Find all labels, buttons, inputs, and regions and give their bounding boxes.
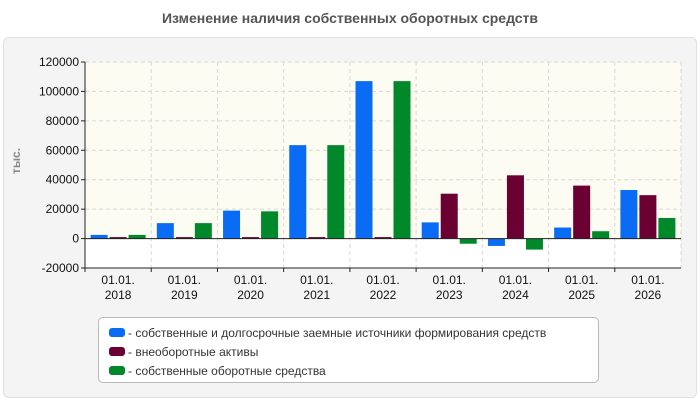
legend-label: - собственные и долгосрочные заемные ист… [128, 325, 547, 340]
y-tick-label: 60000 [46, 143, 80, 157]
x-tick-label: 01.01. [300, 273, 333, 287]
legend-label: - внеоборотные активы [128, 344, 259, 359]
bar-series1-01012021 [289, 145, 307, 239]
y-tick-label: 100000 [39, 84, 79, 98]
bar-series3-01012024 [525, 238, 543, 250]
bar-series2-01012021 [308, 237, 326, 239]
x-tick-label: 01.01. [631, 273, 664, 287]
x-tick-label: 01.01. [499, 273, 532, 287]
y-tick-label: 0 [72, 232, 79, 246]
legend-swatch [109, 347, 125, 356]
bar-series3-01012023 [459, 238, 477, 244]
bar-series3-01012021 [327, 145, 345, 239]
x-tick-label: 01.01. [366, 273, 399, 287]
x-tick-label: 01.01. [433, 273, 466, 287]
bar-series2-01012022 [374, 237, 392, 239]
bar-series1-01012023 [421, 222, 439, 239]
chart-legend: - собственные и долгосрочные заемные ист… [98, 317, 599, 383]
x-tick-label: 2020 [237, 288, 264, 302]
bar-series1-01012024 [487, 238, 505, 246]
y-tick-label: 20000 [46, 202, 80, 216]
x-tick-label: 01.01. [234, 273, 267, 287]
bar-series3-01012020 [261, 211, 279, 239]
bar-series2-01012019 [175, 237, 193, 239]
x-tick-label: 2023 [436, 288, 463, 302]
bar-series3-01012025 [592, 231, 610, 239]
bar-series2-01012024 [506, 175, 524, 239]
bar-series3-01012019 [194, 223, 212, 239]
bar-series2-01012025 [573, 185, 591, 239]
bar-series2-01012018 [109, 237, 127, 239]
legend-swatch [109, 366, 125, 375]
bar-series3-01012022 [393, 81, 411, 239]
x-tick-label: 2019 [171, 288, 198, 302]
x-tick-label: 2024 [502, 288, 529, 302]
bar-series2-01012023 [440, 193, 458, 239]
legend-label: - собственные оборотные средства [128, 363, 326, 378]
y-tick-label: 80000 [46, 114, 80, 128]
x-tick-label: 2018 [105, 288, 132, 302]
chart-title: Изменение наличия собственных оборотных … [161, 10, 539, 26]
legend-item-3: - собственные оборотные средства [109, 361, 598, 380]
x-tick-label: 2026 [635, 288, 662, 302]
x-tick-label: 01.01. [565, 273, 598, 287]
x-tick-label: 01.01. [168, 273, 201, 287]
bar-series2-01012026 [639, 195, 657, 239]
bar-series1-01012018 [90, 234, 108, 239]
y-tick-label: 40000 [46, 173, 80, 187]
bar-series1-01012022 [355, 81, 373, 239]
legend-swatch [109, 328, 125, 337]
bar-series1-01012026 [620, 190, 638, 239]
bar-series1-01012019 [156, 223, 174, 239]
bar-series3-01012026 [658, 217, 676, 239]
y-tick-label: 120000 [39, 55, 79, 69]
y-axis-label: тыс. [9, 148, 23, 174]
bar-series1-01012020 [223, 210, 241, 239]
plot-area-negative [85, 238, 681, 268]
y-tick-label: -20000 [42, 261, 80, 275]
x-tick-label: 2021 [303, 288, 330, 302]
bar-series2-01012020 [242, 237, 260, 239]
legend-item-1: - собственные и долгосрочные заемные ист… [109, 323, 598, 342]
x-tick-label: 2025 [568, 288, 595, 302]
bar-series3-01012018 [128, 234, 146, 239]
bar-series1-01012025 [554, 227, 572, 239]
x-tick-label: 01.01. [101, 273, 134, 287]
legend-item-2: - внеоборотные активы [109, 342, 598, 361]
x-tick-label: 2022 [370, 288, 397, 302]
